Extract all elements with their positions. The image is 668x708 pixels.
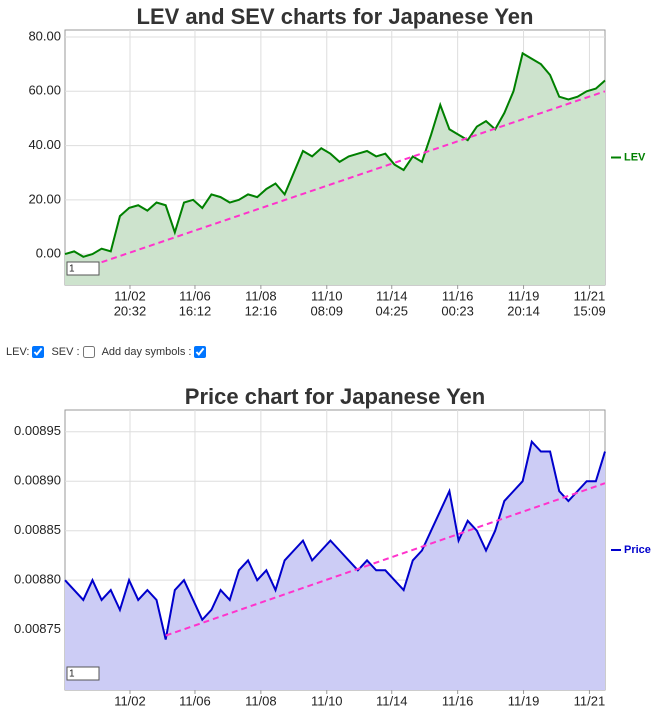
y-tick-label: 0.00885: [14, 522, 61, 537]
x-tick-label: 08:09: [310, 303, 343, 318]
x-tick-label: 20:32: [114, 303, 147, 318]
x-tick-label: 11/06: [179, 693, 211, 708]
y-tick-label: 20.00: [28, 191, 61, 206]
x-tick-label: 15:09: [573, 303, 606, 318]
input-value: 1: [69, 669, 75, 680]
trend-line: [101, 90, 606, 264]
y-tick-label: 60.00: [28, 83, 61, 98]
area: [65, 53, 605, 285]
x-tick-label: 12:16: [245, 303, 278, 318]
lev-chart: LEV and SEV charts for Japanese Yen 0.00 2…: [28, 4, 646, 319]
x-tick-label: 11/21: [574, 693, 606, 708]
legend-label: LEV: [624, 151, 646, 163]
x-tick-label: 11/02: [114, 693, 146, 708]
lev-checkbox[interactable]: [32, 346, 45, 358]
chart-title: Price chart for Japanese Yen: [185, 384, 485, 409]
input-box: [66, 666, 100, 681]
y-tick-label: 0.00: [36, 246, 61, 261]
x-tick-label: 00:23: [441, 303, 474, 318]
x-tick-label: 11/10: [311, 288, 343, 303]
x-tick-label: 04:25: [375, 303, 408, 318]
y-tick-label: 0.00890: [14, 473, 61, 488]
sev-label: SEV :: [51, 346, 80, 358]
y-tick-label: 80.00: [28, 28, 61, 43]
line: [64, 439, 606, 640]
legend-label: Price: [624, 544, 651, 556]
x-tick-label: 11/08: [245, 693, 277, 708]
day-symbols-checkbox[interactable]: [194, 346, 207, 358]
sev-checkbox[interactable]: [82, 346, 95, 358]
y-tick-label: 0.00880: [14, 572, 61, 587]
input-box: [66, 261, 100, 276]
x-tick-label: 11/19: [508, 693, 540, 708]
y-tick-label: 0.00895: [14, 423, 61, 438]
x-tick-label: 20:14: [507, 303, 540, 318]
trend-line: [165, 482, 606, 637]
x-tick-label: 16:12: [179, 303, 212, 318]
lev-label: LEV:: [6, 346, 30, 358]
x-tick-label: 11/06: [179, 288, 211, 303]
x-tick-label: 11/02: [114, 288, 146, 303]
x-tick-label: 11/08: [245, 288, 277, 303]
x-tick-label: 11/21: [574, 288, 606, 303]
y-tick-label: 40.00: [28, 137, 61, 152]
x-tick-label: 11/10: [311, 693, 343, 708]
x-tick-label: 11/16: [442, 693, 474, 708]
x-tick-label: 11/19: [508, 288, 540, 303]
x-tick-label: 11/14: [376, 693, 408, 708]
input-value: 1: [69, 264, 75, 275]
area: [65, 441, 605, 690]
line: [64, 51, 606, 258]
x-tick-label: 11/16: [442, 288, 474, 303]
plot-area: [64, 409, 606, 691]
controls: LEV: SEV : Add day symbols :: [6, 346, 210, 358]
day-symbols-label: Add day symbols :: [101, 346, 192, 358]
y-tick-label: 0.00875: [14, 621, 61, 636]
x-tick-label: 11/14: [376, 288, 408, 303]
chart-title: LEV and SEV charts for Japanese Yen: [137, 4, 534, 29]
